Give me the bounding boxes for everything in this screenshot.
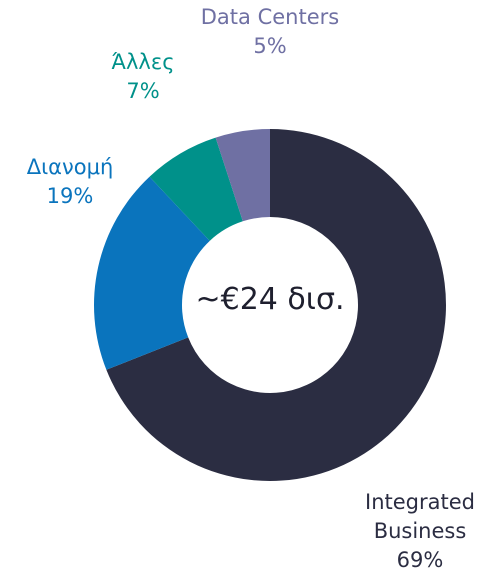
value-label: 5%	[253, 34, 287, 58]
slice-label: Διανομή 19%	[0, 153, 140, 211]
center-label: ~€24 δισ.	[195, 282, 345, 317]
category-name: Άλλες	[111, 50, 175, 74]
value-label: 19%	[46, 184, 94, 208]
slice	[215, 129, 270, 222]
slice	[149, 137, 243, 241]
value-label: 7%	[126, 79, 160, 103]
category-name: Διανομή	[26, 155, 114, 179]
value-label: 69%	[396, 548, 444, 572]
category-name: Integrated Business	[365, 490, 475, 543]
slice-label: Data Centers 5%	[200, 3, 340, 61]
slice	[106, 129, 446, 481]
slice-label: Άλλες 7%	[83, 48, 203, 106]
slice-label: Integrated Business 69%	[345, 488, 492, 575]
category-name: Data Centers	[200, 5, 340, 29]
slice	[94, 176, 210, 370]
